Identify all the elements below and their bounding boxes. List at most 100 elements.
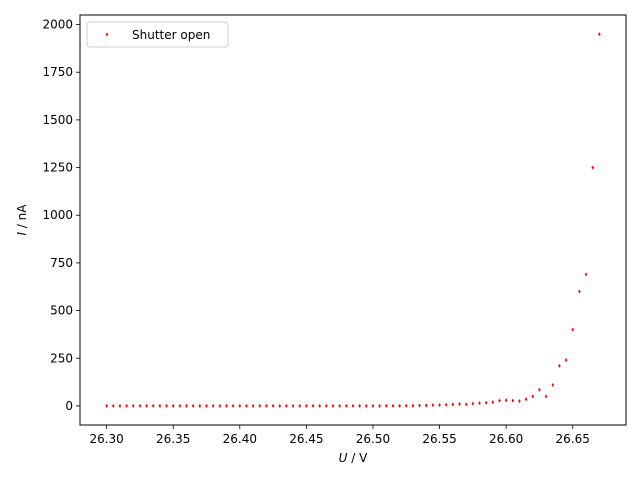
data-point [391, 403, 395, 408]
data-point [598, 32, 601, 37]
data-point [111, 403, 115, 408]
data-point [351, 403, 355, 408]
y-tick-label: 500 [50, 304, 73, 318]
data-point [378, 403, 381, 408]
data-point [451, 402, 455, 407]
data-point [484, 400, 488, 405]
x-tick-label: 26.50 [356, 432, 390, 446]
data-point [331, 403, 335, 408]
data-point [291, 403, 295, 408]
y-tick-label: 250 [50, 351, 73, 365]
data-point [551, 382, 555, 387]
data-point [178, 403, 182, 408]
data-point [404, 403, 408, 408]
data-point [371, 403, 375, 408]
data-point [185, 403, 188, 408]
y-tick-label: 1000 [42, 208, 73, 222]
data-point [285, 403, 288, 408]
data-point [411, 403, 415, 408]
data-point [531, 394, 535, 399]
x-tick-label: 26.60 [489, 432, 523, 446]
data-point [558, 363, 561, 368]
data-point [345, 403, 348, 408]
data-point [318, 403, 322, 408]
y-tick-label: 1750 [42, 65, 73, 79]
data-point [538, 387, 541, 392]
data-point [431, 403, 435, 408]
data-point [138, 403, 142, 408]
data-point [211, 403, 215, 408]
data-point [564, 358, 568, 363]
data-point [511, 398, 515, 403]
data-point [271, 403, 275, 408]
x-axis-ticks: 26.30 26.35 26.40 26.45 26.50 26.55 26.60 26.65 [89, 425, 590, 446]
data-point [118, 403, 122, 408]
data-point [571, 327, 575, 332]
data-point [444, 402, 448, 407]
data-point [524, 397, 528, 402]
data-point [225, 403, 228, 408]
x-tick-label: 26.65 [556, 432, 590, 446]
x-tick-label: 26.55 [422, 432, 456, 446]
data-point [105, 403, 108, 408]
data-point [251, 403, 255, 408]
data-points [105, 32, 601, 408]
y-tick-label: 2000 [42, 18, 73, 32]
data-point [158, 403, 162, 408]
data-point [491, 400, 495, 405]
data-point [218, 403, 222, 408]
data-point [278, 403, 282, 408]
y-tick-label: 0 [65, 399, 73, 413]
data-point [145, 403, 148, 408]
data-point [245, 403, 248, 408]
data-point [298, 403, 302, 408]
legend-marker [105, 32, 109, 37]
data-point [365, 403, 368, 408]
data-point [358, 403, 361, 408]
data-point [325, 403, 328, 408]
data-point [578, 289, 581, 294]
data-point [231, 403, 235, 408]
data-point [544, 394, 548, 399]
data-point [165, 403, 168, 408]
data-point [458, 402, 461, 407]
data-point [591, 165, 595, 170]
x-tick-label: 26.45 [289, 432, 323, 446]
legend: Shutter open [86, 21, 229, 48]
data-point [471, 401, 475, 406]
data-point [424, 403, 428, 408]
data-point [265, 403, 268, 408]
y-axis-label: I / nA [15, 204, 29, 236]
plot-frame [79, 14, 627, 426]
data-point [398, 403, 401, 408]
y-tick-label: 750 [50, 256, 73, 270]
data-point [191, 403, 195, 408]
y-tick-label: 1500 [42, 113, 73, 127]
x-tick-label: 26.35 [156, 432, 190, 446]
data-point [131, 403, 135, 408]
data-point [171, 403, 175, 408]
legend-box [86, 21, 229, 48]
data-point [504, 398, 508, 403]
data-point [258, 403, 262, 408]
data-point [125, 403, 128, 408]
x-tick-label: 26.40 [223, 432, 257, 446]
y-tick-label: 1250 [42, 161, 73, 175]
y-axis-ticks: 0 250 500 750 1000 1250 1500 1750 2000 [42, 18, 80, 413]
data-point [418, 403, 421, 408]
x-axis-label: U / V [339, 451, 368, 465]
data-point [584, 272, 588, 277]
data-point [518, 399, 521, 404]
data-point [478, 401, 481, 406]
x-tick-label: 26.30 [89, 432, 123, 446]
data-point [305, 403, 308, 408]
legend-label: Shutter open [132, 28, 210, 42]
data-point [205, 403, 208, 408]
data-point [338, 403, 341, 408]
data-point [311, 403, 315, 408]
data-point [464, 402, 468, 407]
data-point [384, 403, 388, 408]
data-point [498, 398, 501, 403]
data-point [198, 403, 202, 408]
